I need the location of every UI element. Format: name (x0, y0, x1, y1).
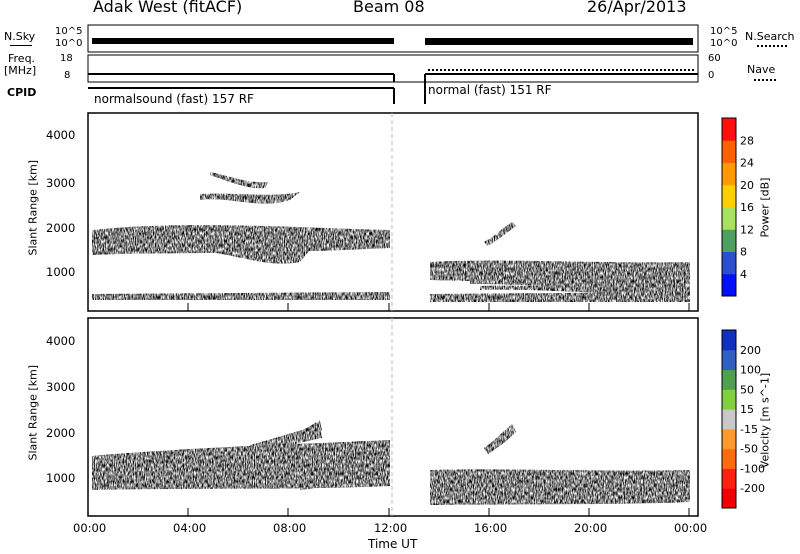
freq-label: Freq. (8, 52, 36, 65)
nsearch-tick-high: 10^5 (710, 26, 738, 37)
power-colorbar: 28 24 20 16 12 8 4 (721, 117, 754, 297)
x-axis-label: Time UT (368, 537, 418, 551)
colorbar-tick-label: 4 (740, 268, 747, 281)
velocity-data (92, 420, 690, 505)
colorbar-swatch (722, 207, 736, 230)
colorbar-swatch (722, 409, 736, 430)
colorbar-swatch (722, 488, 736, 509)
colorbar-tick-label: 100 (740, 364, 761, 377)
nsky-label: N.Sky (4, 30, 36, 43)
xtick-2400: 00:00 (674, 521, 708, 535)
cpid-segment-2: normal (fast) 151 RF (428, 83, 552, 97)
date-title: 26/Apr/2013 (587, 0, 687, 16)
power-ytick-3000: 3000 (46, 176, 76, 190)
colorbar-tick-label: -200 (740, 482, 765, 495)
xtick-2000: 20:00 (574, 521, 608, 535)
colorbar-swatch (722, 330, 736, 351)
nsearch-tick-low: 10^0 (710, 38, 738, 49)
colorbar-tick-label: 15 (740, 403, 754, 416)
colorbar-tick-label: 20 (740, 179, 754, 192)
colorbar-tick-label: -100 (740, 462, 765, 475)
station-title: Adak West (fitACF) (93, 0, 243, 16)
colorbar-swatch (722, 184, 736, 208)
velocity-ytick-2000: 2000 (46, 426, 76, 440)
colorbar-swatch (722, 448, 736, 469)
xtick-0000: 00:00 (73, 521, 107, 535)
xtick-1200: 12:00 (374, 521, 408, 535)
freq-unit-label: [MHz] (4, 64, 37, 77)
nsky-panel-frame (87, 24, 699, 53)
nave-label: Nave (747, 63, 776, 76)
xtick-0400: 04:00 (173, 521, 207, 535)
cpid-segment-1: normalsound (fast) 157 RF (94, 92, 254, 106)
freq-tick-low: 8 (64, 70, 71, 81)
velocity-ytick-4000: 4000 (46, 334, 76, 348)
colorbar-swatch (722, 468, 736, 489)
velocity-ytick-1000: 1000 (46, 471, 76, 485)
colorbar-swatch (722, 349, 736, 371)
colorbar-tick-label: -50 (740, 443, 758, 456)
colorbar-tick-label: 8 (740, 246, 747, 259)
colorbar-tick-label: 16 (740, 201, 754, 214)
colorbar-tick-label: 24 (740, 157, 754, 170)
nsearch-label: N.Search (745, 30, 795, 43)
colorbar-swatch (722, 118, 736, 141)
colorbar-tick-label: 200 (740, 344, 761, 357)
nsky-tick-low: 10^0 (55, 38, 83, 49)
power-ytick-1000: 1000 (46, 265, 76, 279)
nsky-trace (92, 38, 693, 50)
velocity-colorbar: 200 100 50 15 -15 -50 -100 -200 (721, 329, 765, 509)
colorbar-tick-label: 12 (740, 223, 754, 236)
colorbar-swatch (722, 273, 736, 297)
freq-trace (88, 69, 698, 82)
colorbar-swatch (722, 229, 736, 252)
colorbar-frame (721, 329, 737, 509)
power-ytick-4000: 4000 (46, 128, 76, 142)
freq-tick-high: 18 (60, 53, 73, 64)
nsearch-legend-line (757, 45, 787, 47)
colorbar-swatch (722, 428, 736, 450)
colorbar-tick-label: 50 (740, 383, 754, 396)
colorbar-frame (721, 117, 737, 297)
nave-tick-low: 0 (708, 70, 715, 81)
beam-title: Beam 08 (353, 0, 425, 16)
xtick-0800: 08:00 (273, 521, 307, 535)
cpid-label: CPID (7, 86, 37, 99)
colorbar-tick-label: 28 (740, 134, 754, 147)
cpid-trace (88, 80, 426, 104)
colorbar-swatch (722, 162, 736, 186)
colorbar-swatch (722, 389, 736, 410)
xtick-1600: 16:00 (474, 521, 508, 535)
colorbar-swatch (722, 251, 736, 275)
colorbar-swatch (722, 369, 736, 390)
nave-legend-line (754, 79, 776, 81)
colorbar-swatch (722, 140, 736, 163)
x-axis-ticks (87, 303, 690, 516)
velocity-ytick-3000: 3000 (46, 380, 76, 394)
nsky-legend-line (10, 45, 32, 46)
power-data (92, 172, 690, 302)
nave-tick-high: 60 (708, 53, 721, 64)
colorbar-tick-label: -15 (740, 423, 758, 436)
nsky-tick-high: 10^5 (55, 26, 83, 37)
power-ytick-2000: 2000 (46, 221, 76, 235)
